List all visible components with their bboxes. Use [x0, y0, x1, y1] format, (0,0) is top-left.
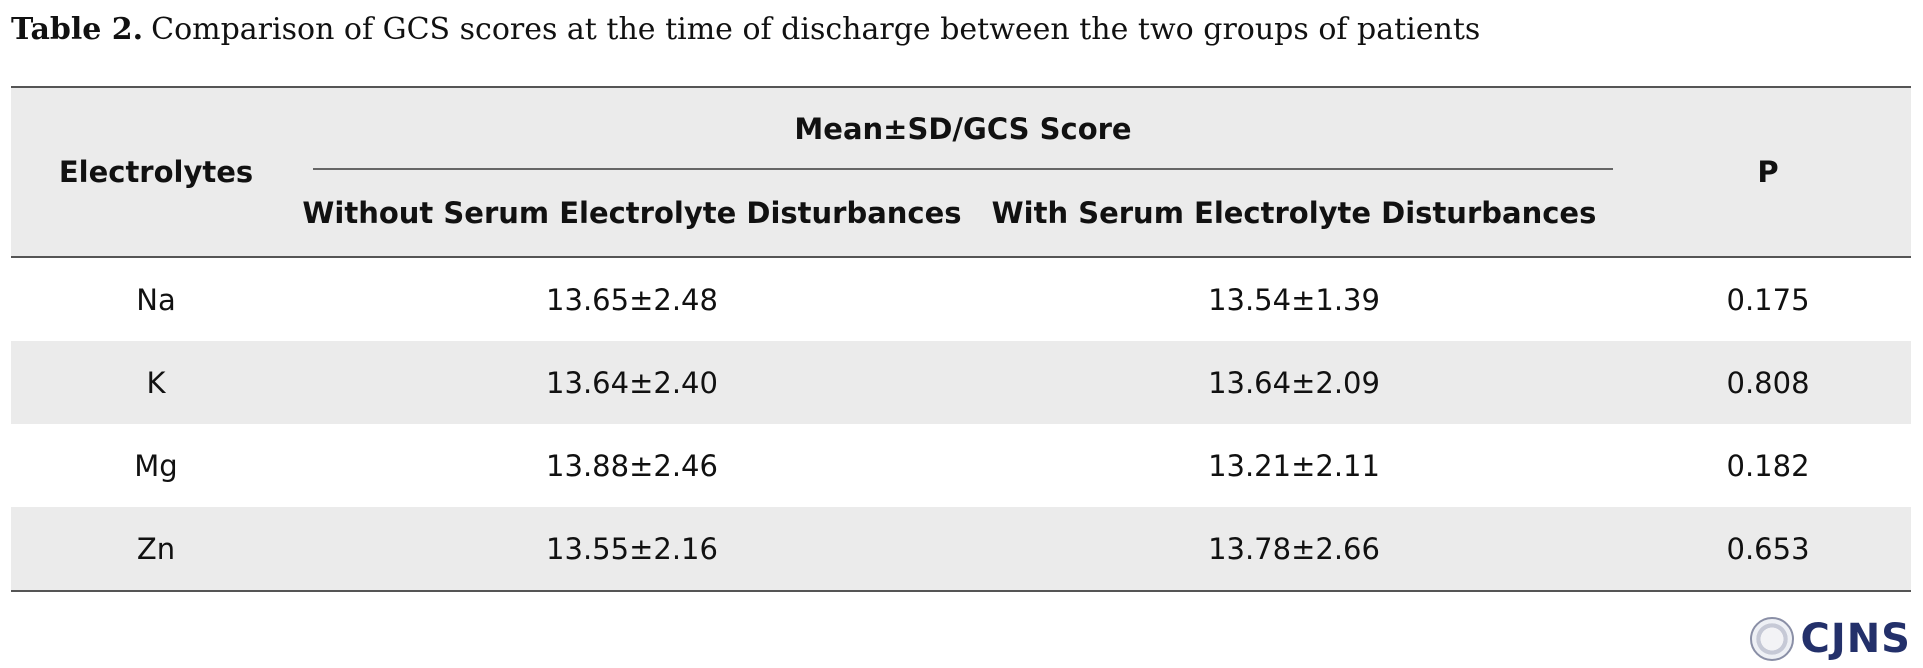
cell-electrolyte: K	[11, 341, 301, 424]
table-row: Mg 13.88±2.46 13.21±2.11 0.182	[11, 424, 1911, 507]
cell-p: 0.808	[1625, 341, 1912, 424]
cell-with: 13.21±2.11	[1208, 448, 1380, 483]
table-caption: Table 2. Comparison of GCS scores at the …	[11, 10, 1480, 50]
cell-without: 13.64±2.40	[301, 341, 963, 424]
caption-label: Table 2.	[11, 12, 144, 47]
cell-electrolyte: Zn	[11, 507, 301, 592]
header-without: Without Serum Electrolyte Disturbances	[301, 170, 963, 258]
table-row: K 13.64±2.40 13.64±2.09 0.808	[11, 341, 1912, 424]
cell-with: 13.78±2.66	[963, 507, 1626, 592]
caption-text: Comparison of GCS scores at the time of …	[151, 12, 1481, 47]
journal-logo: CJNS	[1750, 616, 1911, 662]
cell-electrolyte: Na	[136, 282, 176, 317]
logo-text: CJNS	[1800, 616, 1911, 662]
header-with: With Serum Electrolyte Disturbances	[963, 170, 1626, 258]
header-p: P	[1625, 86, 1912, 258]
cell-with: 13.54±1.39	[1208, 282, 1380, 317]
cell-without: 13.65±2.48	[546, 282, 718, 317]
cell-without: 13.88±2.46	[546, 448, 718, 483]
cell-without: 13.55±2.16	[301, 507, 963, 592]
gcs-comparison-table: Electrolytes Mean±SD/GCS Score P Without…	[11, 86, 1912, 592]
cell-p: 0.653	[1625, 507, 1912, 592]
group-divider-rule	[313, 168, 1614, 170]
cell-p: 0.175	[1726, 282, 1810, 317]
cell-electrolyte: Mg	[134, 448, 178, 483]
data-table-container: Electrolytes Mean±SD/GCS Score P Without…	[11, 86, 1912, 592]
table-row: Zn 13.55±2.16 13.78±2.66 0.653	[11, 507, 1912, 592]
header-group-label: Mean±SD/GCS Score	[794, 112, 1132, 146]
seal-icon	[1750, 617, 1795, 661]
table-row: Na 13.65±2.48 13.54±1.39 0.175	[11, 257, 1911, 341]
cell-p: 0.182	[1726, 448, 1810, 483]
cell-with: 13.64±2.09	[963, 341, 1626, 424]
header-group-mean-sd: Mean±SD/GCS Score	[301, 86, 1626, 170]
header-electrolytes: Electrolytes	[11, 86, 301, 258]
